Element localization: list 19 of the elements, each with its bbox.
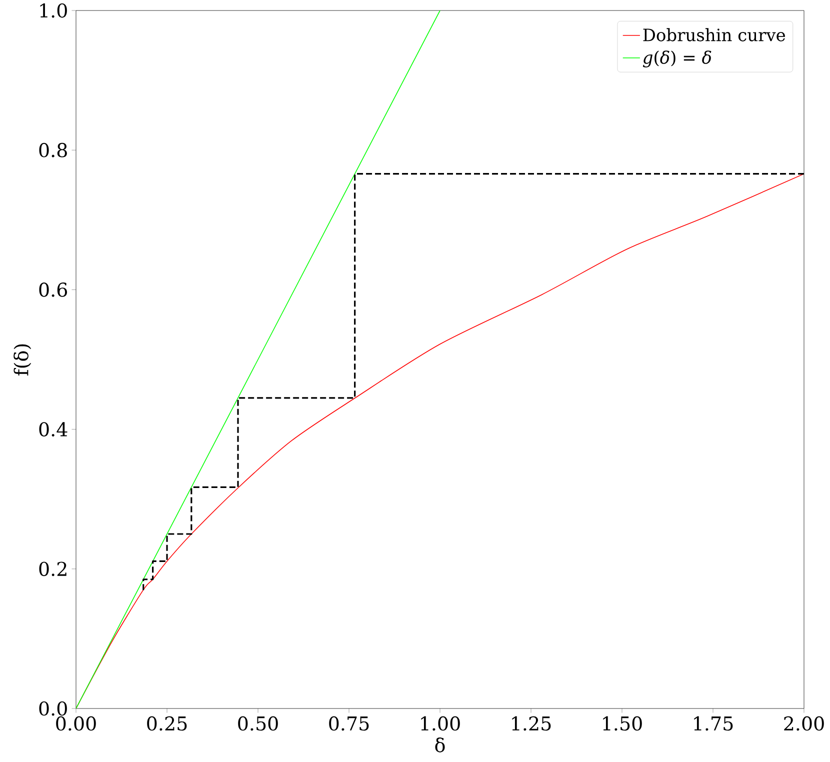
x-tick-label: 0.75 bbox=[329, 716, 369, 731]
y-tick-label: 0.0 bbox=[39, 702, 67, 716]
x-tick-label: 0.50 bbox=[238, 716, 278, 731]
y-tick-label: 0.2 bbox=[39, 562, 66, 576]
x-tick-label: 0.00 bbox=[56, 716, 96, 731]
legend-label: Dobrushin curve bbox=[643, 28, 786, 42]
y-tick-label: 0.4 bbox=[39, 422, 68, 437]
x-tick-label: 1.25 bbox=[512, 716, 551, 731]
x-tick-label: 1.75 bbox=[694, 716, 733, 731]
x-tick-label: 1.00 bbox=[421, 716, 460, 731]
y-tick-label: 0.6 bbox=[39, 282, 67, 298]
x-tick-label: 2.00 bbox=[784, 716, 824, 731]
y-tick-label: 0.8 bbox=[39, 143, 67, 158]
x-tick-label: 0.25 bbox=[147, 716, 187, 731]
x-axis-title: δ bbox=[435, 738, 445, 753]
legend-label: g(δ) = δ bbox=[642, 50, 712, 68]
y-tick-label: 1.0 bbox=[40, 4, 67, 18]
y-axis-title: f(δ) bbox=[14, 344, 32, 376]
x-tick-label: 1.50 bbox=[603, 716, 642, 731]
